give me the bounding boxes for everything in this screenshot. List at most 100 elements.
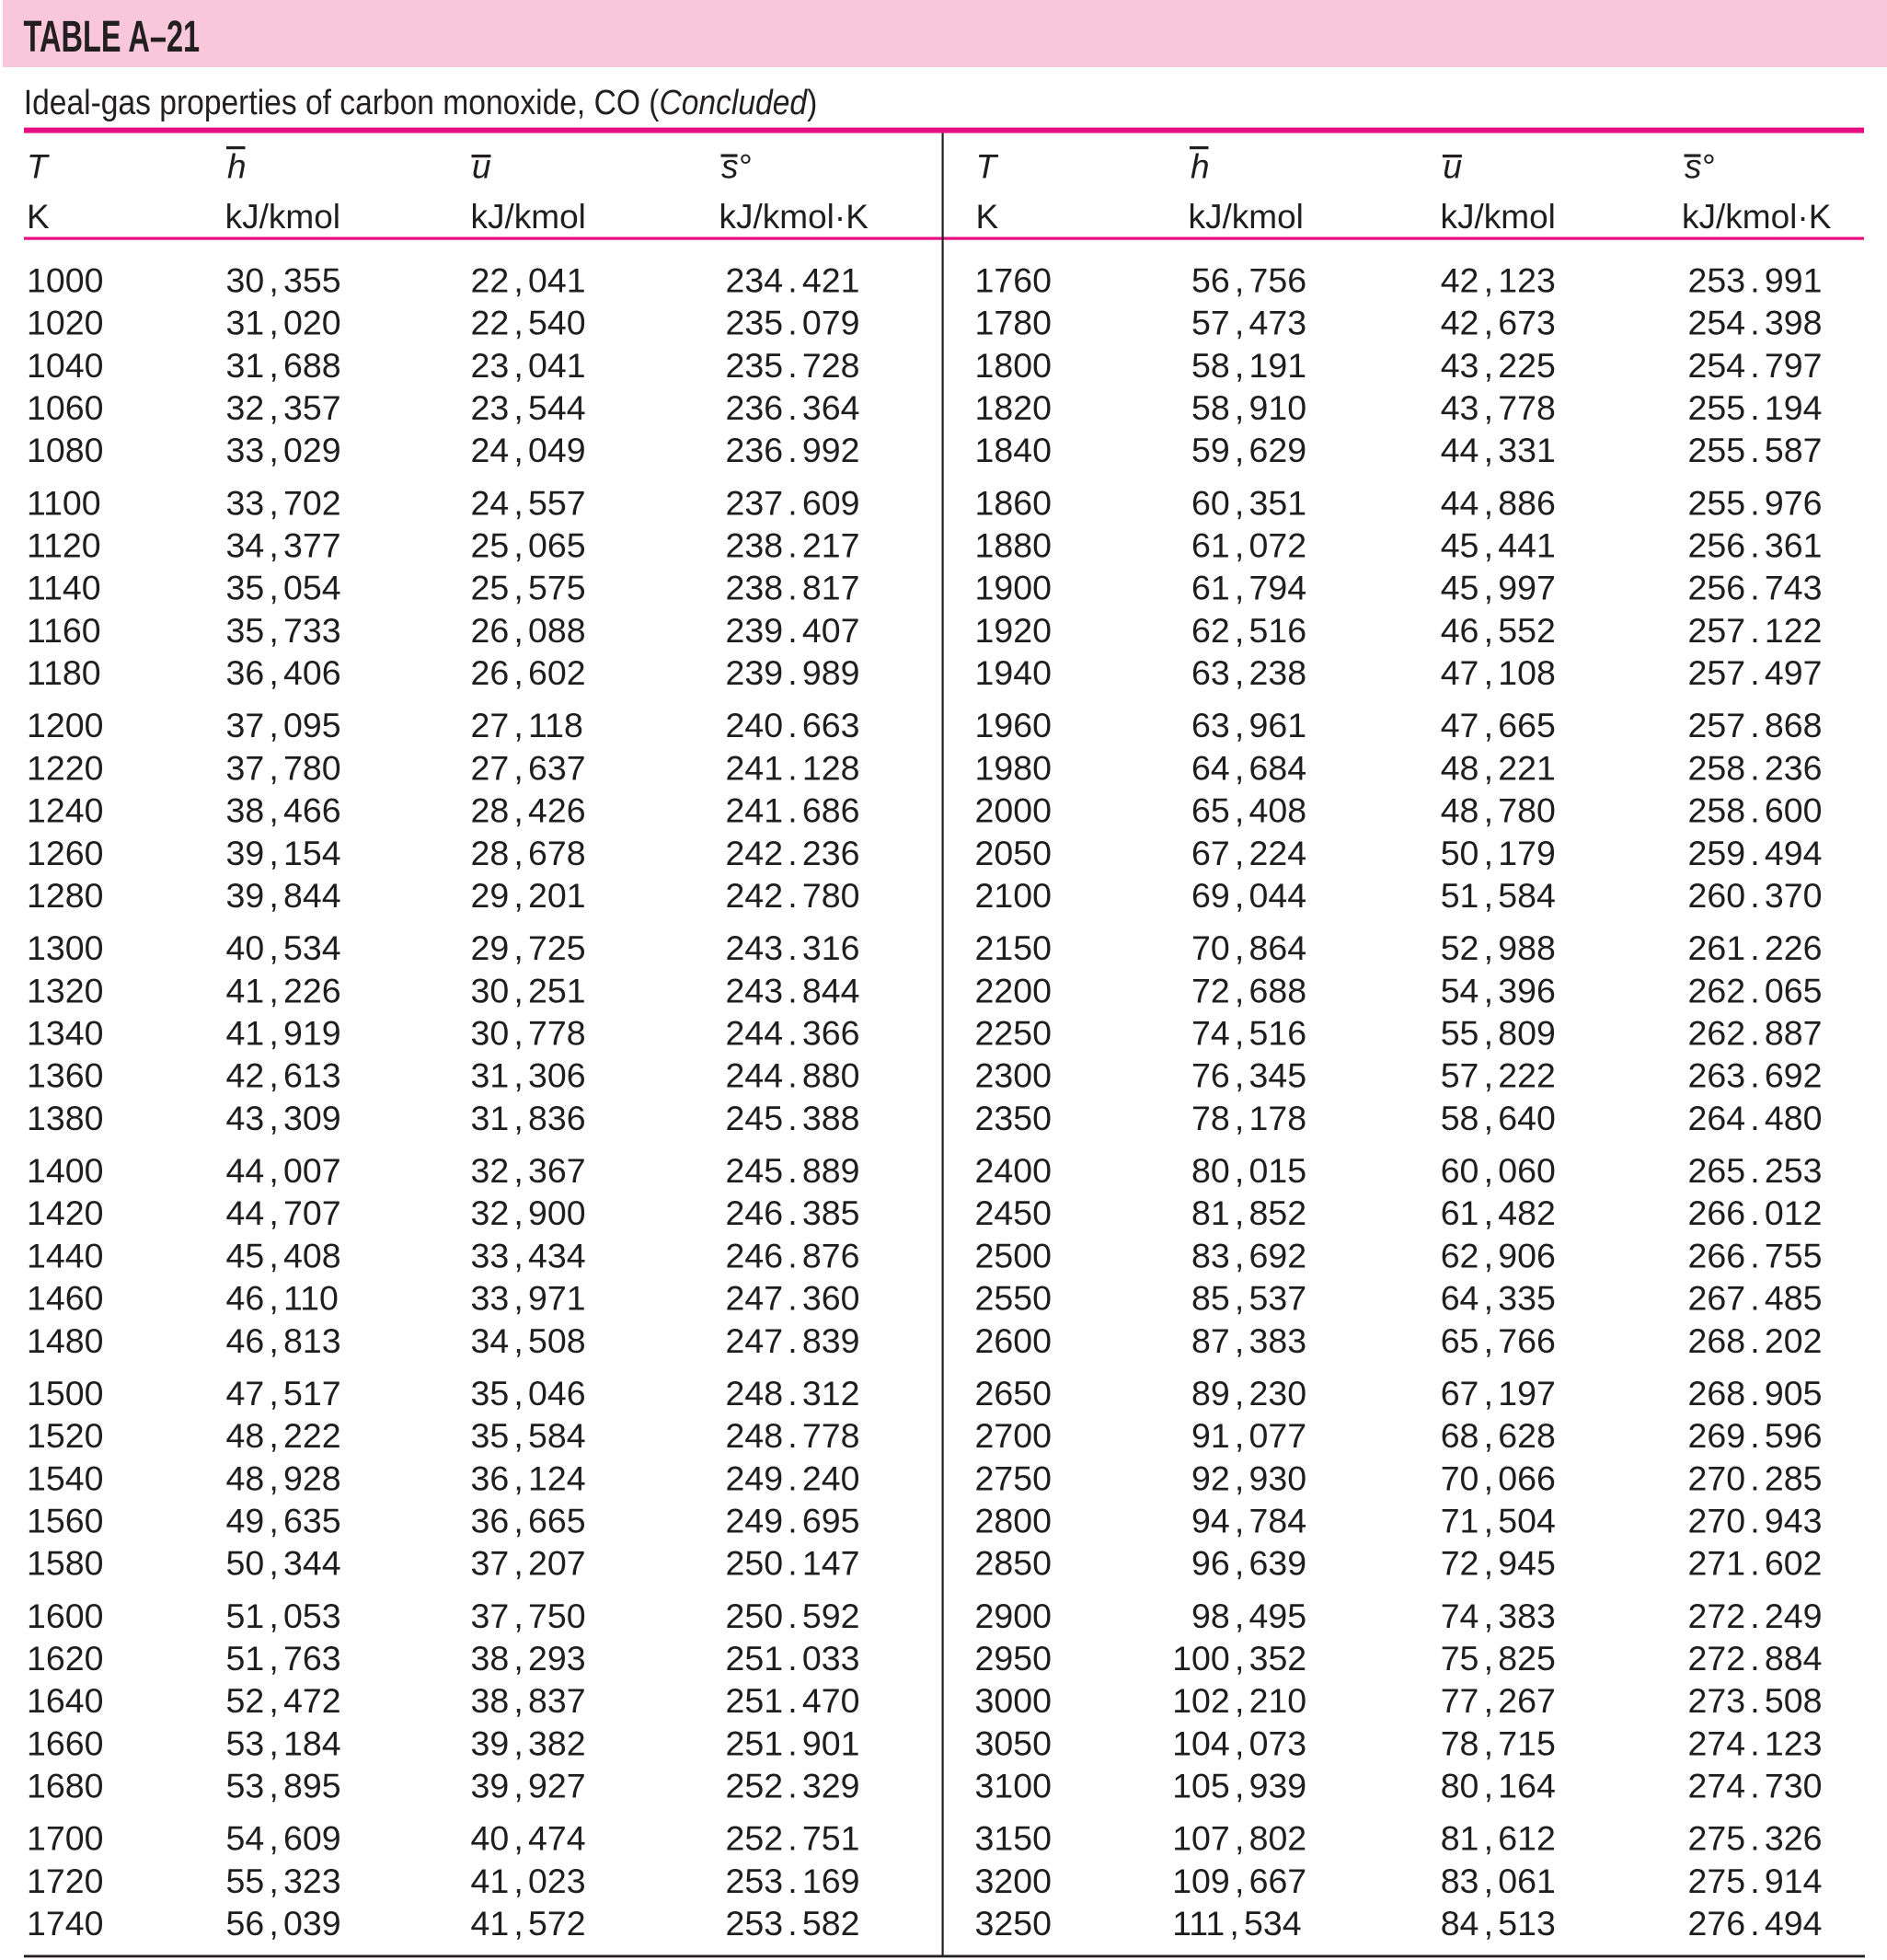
svg-text:25,575: 25, 575 [471, 569, 586, 607]
svg-text:264.480: 264. 480 [1688, 1099, 1823, 1137]
svg-text:67,197: 67, 197 [1441, 1374, 1556, 1412]
svg-text:274.730: 274. 730 [1688, 1767, 1823, 1805]
svg-text:2650: 2650 [975, 1374, 1052, 1412]
svg-text:256.743: 256. 743 [1688, 569, 1823, 607]
svg-text:74,383: 74, 383 [1441, 1597, 1556, 1635]
svg-text:1960: 1960 [975, 706, 1052, 744]
svg-text:243.316: 243. 316 [726, 928, 860, 967]
svg-text:K: K [976, 198, 999, 236]
svg-text:33,971: 33, 971 [471, 1279, 586, 1318]
svg-text:3250: 3250 [975, 1904, 1052, 1943]
svg-text:248.778: 248. 778 [726, 1416, 860, 1455]
svg-text:266.012: 266. 012 [1688, 1193, 1823, 1232]
svg-text:248.312: 248. 312 [726, 1374, 860, 1412]
svg-text:267.485: 267. 485 [1688, 1279, 1823, 1318]
svg-text:235.728: 235. 728 [726, 346, 860, 385]
svg-text:1780: 1780 [975, 304, 1052, 342]
svg-text:42,123: 42, 123 [1441, 260, 1556, 299]
svg-text:70,066: 70, 066 [1441, 1458, 1556, 1497]
svg-text:2750: 2750 [975, 1458, 1052, 1497]
svg-text:104,073: 104, 073 [1172, 1724, 1306, 1762]
svg-text:58,640: 58, 640 [1441, 1099, 1556, 1137]
svg-text:36,124: 36, 124 [471, 1458, 586, 1497]
svg-text:270.285: 270. 285 [1688, 1458, 1823, 1497]
svg-text:238.217: 238. 217 [726, 526, 860, 565]
svg-text:253.582: 253. 582 [726, 1904, 860, 1943]
svg-text:52,472: 52, 472 [226, 1681, 341, 1720]
svg-text:1320: 1320 [27, 971, 103, 1009]
svg-text:3150: 3150 [975, 1819, 1052, 1858]
svg-text:107,802: 107, 802 [1172, 1819, 1306, 1858]
svg-text:1800: 1800 [975, 346, 1052, 385]
svg-text:67,224: 67, 224 [1191, 834, 1306, 872]
svg-text:s: s [1685, 148, 1702, 186]
svg-text:47,108: 47, 108 [1441, 653, 1556, 692]
svg-text:53,184: 53, 184 [226, 1724, 341, 1762]
svg-text:53,895: 53, 895 [226, 1767, 341, 1805]
svg-text:39,154: 39, 154 [226, 834, 341, 872]
svg-text:1940: 1940 [975, 653, 1052, 692]
svg-text:2100: 2100 [975, 876, 1052, 915]
svg-text:253.169: 253. 169 [726, 1862, 860, 1900]
svg-text:T: T [976, 148, 999, 186]
svg-text:35,584: 35, 584 [471, 1416, 586, 1455]
svg-text:275.914: 275. 914 [1688, 1862, 1823, 1900]
svg-text:30,355: 30, 355 [226, 260, 341, 299]
svg-text:78,715: 78, 715 [1441, 1724, 1556, 1762]
svg-text:40,474: 40, 474 [471, 1819, 586, 1858]
svg-text:50,344: 50, 344 [226, 1544, 341, 1583]
svg-text:81,852: 81, 852 [1191, 1193, 1306, 1232]
svg-text:52,988: 52, 988 [1441, 928, 1556, 967]
svg-text:61,794: 61, 794 [1191, 569, 1306, 607]
svg-text:83,692: 83, 692 [1191, 1236, 1306, 1274]
svg-text:2300: 2300 [975, 1056, 1052, 1095]
svg-text:2900: 2900 [975, 1597, 1052, 1635]
svg-text:1440: 1440 [27, 1236, 103, 1274]
svg-text:38,293: 38, 293 [471, 1639, 586, 1678]
svg-text:252.329: 252. 329 [726, 1767, 860, 1805]
svg-text:236.992: 236. 992 [726, 431, 860, 469]
svg-text:56,756: 56, 756 [1191, 260, 1306, 299]
svg-text:81,612: 81, 612 [1441, 1819, 1556, 1858]
svg-text:49,635: 49, 635 [226, 1502, 341, 1540]
svg-text:35,054: 35, 054 [226, 569, 341, 607]
svg-text:37,095: 37, 095 [226, 706, 341, 744]
svg-text:87,383: 87, 383 [1191, 1321, 1306, 1360]
svg-text:1580: 1580 [27, 1544, 103, 1583]
svg-text:2500: 2500 [975, 1236, 1052, 1274]
svg-text:40,534: 40, 534 [226, 928, 341, 967]
svg-text:55,323: 55, 323 [226, 1862, 341, 1900]
svg-text:85,537: 85, 537 [1191, 1279, 1306, 1318]
svg-text:1360: 1360 [27, 1056, 103, 1095]
svg-text:252.751: 252. 751 [726, 1819, 860, 1858]
svg-text:1680: 1680 [27, 1767, 103, 1805]
svg-text:257.122: 257. 122 [1688, 611, 1823, 650]
svg-text:47,665: 47, 665 [1441, 706, 1556, 744]
svg-text:33,029: 33, 029 [226, 431, 341, 469]
svg-text:1060: 1060 [27, 388, 103, 427]
svg-text:92,930: 92, 930 [1191, 1458, 1306, 1497]
svg-text:272.884: 272. 884 [1688, 1639, 1823, 1678]
svg-text:63,961: 63, 961 [1191, 706, 1306, 744]
svg-text:s: s [721, 148, 739, 186]
svg-text:37,780: 37, 780 [226, 748, 341, 787]
svg-text:61,072: 61, 072 [1191, 526, 1306, 565]
svg-text:268.905: 268. 905 [1688, 1374, 1823, 1412]
svg-text:76,345: 76, 345 [1191, 1056, 1306, 1095]
svg-text:39,382: 39, 382 [471, 1724, 586, 1762]
svg-text:245.388: 245. 388 [726, 1099, 860, 1137]
svg-text:35,733: 35, 733 [226, 611, 341, 650]
svg-text:83,061: 83, 061 [1441, 1862, 1556, 1900]
svg-text:244.366: 244. 366 [726, 1014, 860, 1053]
svg-text:32,357: 32, 357 [226, 388, 341, 427]
svg-text:48,780: 48, 780 [1441, 791, 1556, 830]
svg-text:1420: 1420 [27, 1193, 103, 1232]
svg-text:65,766: 65, 766 [1441, 1321, 1556, 1360]
svg-text:265.253: 265. 253 [1688, 1151, 1823, 1190]
svg-text:241.128: 241. 128 [726, 748, 860, 787]
svg-text:T: T [27, 148, 50, 186]
svg-text:63,238: 63, 238 [1191, 653, 1306, 692]
svg-text:3050: 3050 [975, 1724, 1052, 1762]
svg-text:249.240: 249. 240 [726, 1458, 860, 1497]
svg-text:1840: 1840 [975, 431, 1052, 469]
